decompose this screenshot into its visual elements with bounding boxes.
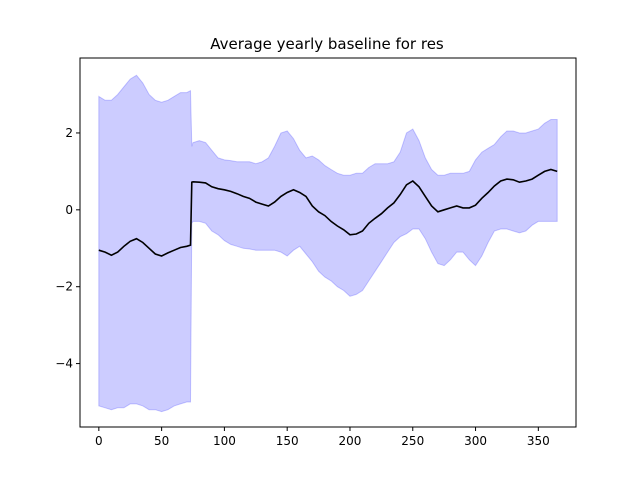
x-tick-label: 250 <box>401 434 424 448</box>
x-tick-label: 150 <box>276 434 299 448</box>
x-tick-label: 0 <box>95 434 103 448</box>
y-tick-label: 0 <box>65 203 73 217</box>
axes-frame <box>79 57 577 428</box>
y-tick-label: −2 <box>55 280 73 294</box>
x-tick-label: 50 <box>154 434 169 448</box>
mean-baseline-line <box>98 168 558 257</box>
x-tick-label: 200 <box>339 434 362 448</box>
x-tick-label: 100 <box>213 434 236 448</box>
y-tick-label: 2 <box>65 126 73 140</box>
x-axis: 0 50 100 150 200 250 300 350 <box>95 427 550 448</box>
chart-title: Average yearly baseline for res <box>210 35 444 53</box>
y-tick-label: −4 <box>55 357 73 371</box>
plot-area <box>98 74 558 413</box>
y-axis: −4 −2 0 2 <box>55 126 80 371</box>
confidence-band <box>98 74 558 413</box>
x-tick-label: 300 <box>464 434 487 448</box>
x-tick-label: 350 <box>527 434 550 448</box>
